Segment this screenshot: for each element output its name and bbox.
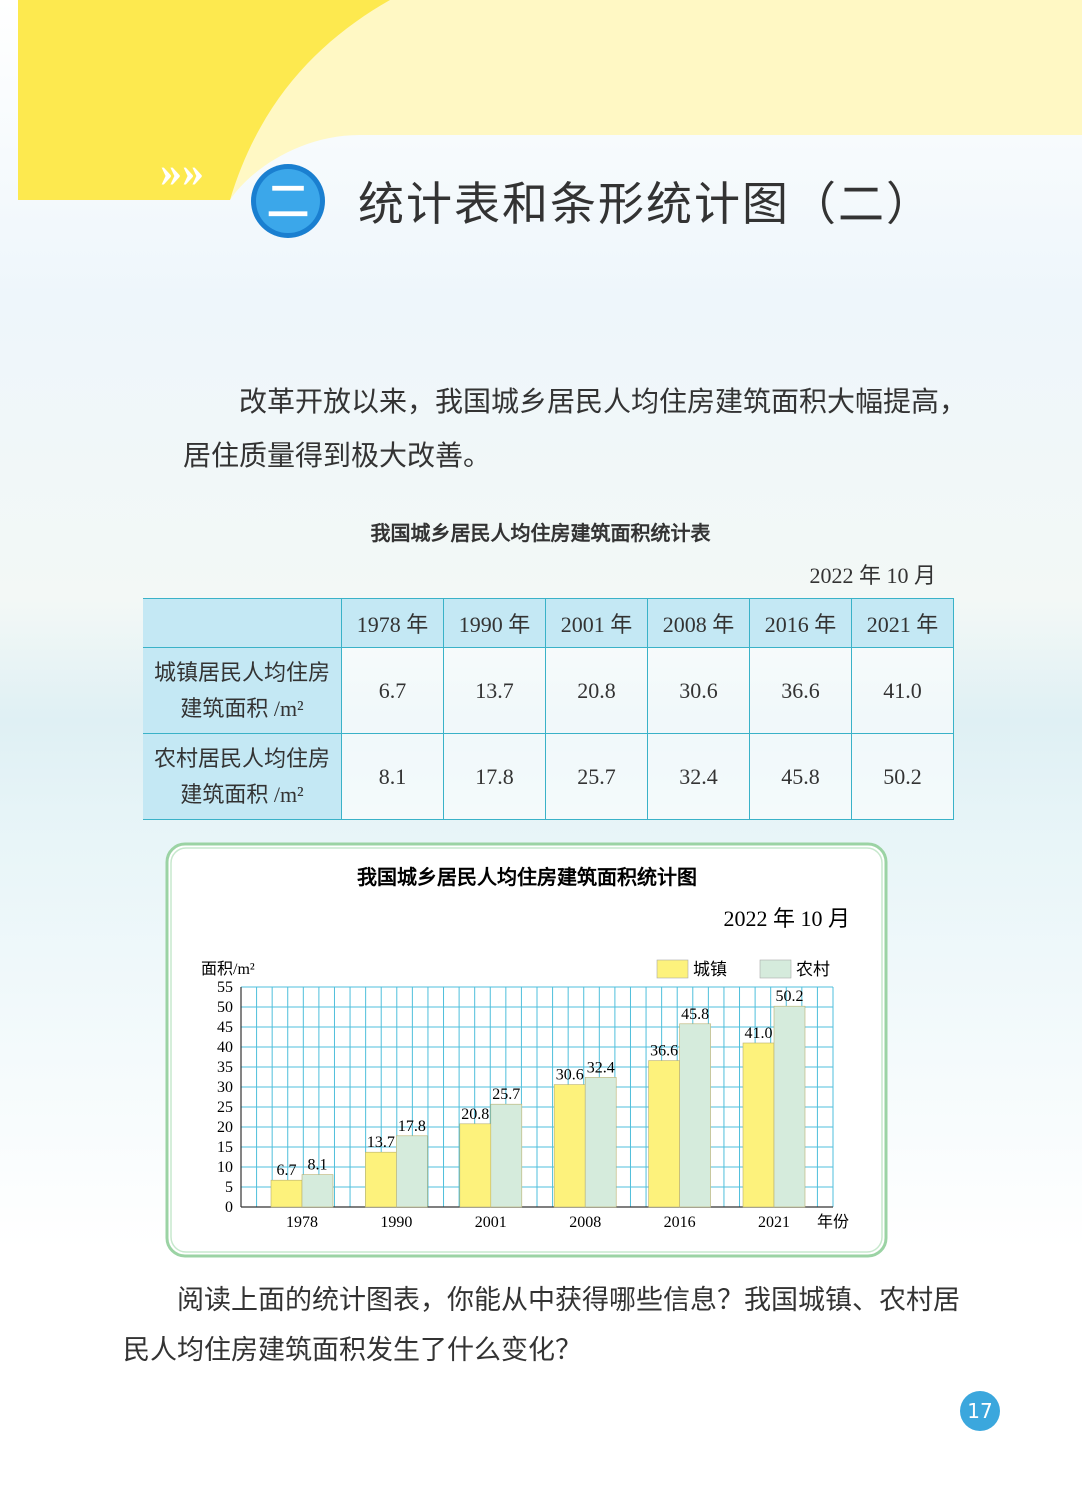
x-tick-label: 2021 xyxy=(758,1214,790,1231)
row-header: 城镇居民人均住房建筑面积 /m² xyxy=(143,647,342,734)
table-cell: 20.8 xyxy=(545,647,648,734)
page-number: 17 xyxy=(960,1391,1000,1431)
data-label: 45.8 xyxy=(681,1006,709,1023)
table-cell: 32.4 xyxy=(647,733,750,820)
y-axis-label: 面积/m² xyxy=(201,960,255,978)
header-decoration: »» 二 xyxy=(18,0,1082,238)
y-tick-label: 55 xyxy=(217,979,233,996)
data-table: 1978 年 1990 年 2001 年 2008 年 2016 年 2021 年城镇居民… xyxy=(143,598,954,820)
x-tick-label: 2001 xyxy=(475,1214,507,1231)
x-axis-label: 年份 xyxy=(817,1213,849,1231)
data-label: 20.8 xyxy=(461,1106,489,1123)
table-cell: 25.7 xyxy=(545,733,648,820)
table-header-row: 1978 年 1990 年 2001 年 2008 年 2016 年 2021 年 xyxy=(143,598,954,648)
table-cell: 36.6 xyxy=(749,647,852,734)
bar xyxy=(396,1135,428,1208)
y-tick-label: 0 xyxy=(225,1199,233,1216)
table-row: 农村居民人均住房建筑面积 /m² 8.1 17.8 25.7 32.4 45.8 50.2 xyxy=(143,733,954,820)
table-cell: 8.1 xyxy=(341,733,444,820)
table-header-cell: 2008 年 xyxy=(647,598,750,648)
bar xyxy=(490,1103,523,1208)
data-label: 13.7 xyxy=(367,1134,395,1151)
table-row: 城镇居民人均住房建筑面积 /m² 6.7 13.7 20.8 30.6 36.6 41.0 xyxy=(143,647,954,734)
data-label: 30.6 xyxy=(556,1067,584,1084)
y-tick-label: 20 xyxy=(217,1119,233,1136)
bar xyxy=(270,1179,303,1208)
bar xyxy=(648,1060,680,1208)
y-tick-label: 40 xyxy=(217,1039,233,1056)
y-tick-label: 50 xyxy=(217,999,233,1016)
bar xyxy=(553,1084,586,1208)
y-tick-label: 35 xyxy=(217,1059,233,1076)
table-cell: 17.8 xyxy=(443,733,546,820)
y-tick-label: 10 xyxy=(217,1159,233,1176)
table-cell: 41.0 xyxy=(851,647,954,734)
legend-label: 城镇 xyxy=(693,960,727,979)
y-tick-label: 25 xyxy=(217,1099,233,1116)
chart-title: 我国城乡居民人均住房建筑面积统计图 xyxy=(357,865,697,889)
row-header: 农村居民人均住房建筑面积 /m² xyxy=(143,733,342,820)
table-header-cell: 2021 年 xyxy=(851,598,954,648)
data-label: 50.2 xyxy=(776,988,804,1005)
data-label: 8.1 xyxy=(308,1157,328,1174)
bar xyxy=(365,1151,397,1208)
bar xyxy=(584,1077,617,1208)
table-header-cell: 2001 年 xyxy=(545,598,648,648)
table-header-cell: 1978 年 xyxy=(341,598,444,648)
chart-subtitle: 2022 年 10 月 xyxy=(723,906,850,931)
legend-label: 农村 xyxy=(796,960,830,979)
data-label: 6.7 xyxy=(277,1162,297,1179)
table-cell: 13.7 xyxy=(443,647,546,734)
x-tick-label: 2016 xyxy=(664,1214,696,1231)
question-text: 阅读上面的统计图表，你能从中获得哪些信息？我国城镇、农村居民人均住房建筑面积发生… xyxy=(123,1285,960,1365)
table-corner xyxy=(143,598,342,648)
y-tick-label: 30 xyxy=(217,1079,233,1096)
y-tick-label: 15 xyxy=(217,1139,233,1156)
section-title: 统计表和条形统计图（二） xyxy=(358,177,934,231)
y-tick-label: 5 xyxy=(225,1179,233,1196)
legend-swatch xyxy=(759,959,792,979)
intro-text: 改革开放以来，我国城乡居民人均住房建筑面积大幅提高，居住质量得到极大改善。 xyxy=(183,387,968,472)
x-tick-label: 1990 xyxy=(380,1214,412,1231)
bar xyxy=(679,1023,711,1208)
x-tick-label: 1978 xyxy=(286,1214,318,1231)
table-cell: 30.6 xyxy=(647,647,750,734)
data-label: 32.4 xyxy=(587,1059,615,1076)
data-label: 25.7 xyxy=(492,1086,520,1103)
table-cell: 45.8 xyxy=(749,733,852,820)
x-tick-label: 2008 xyxy=(569,1214,601,1231)
table-title: 我国城乡居民人均住房建筑面积统计表 xyxy=(370,521,711,545)
table-header-cell: 2016 年 xyxy=(749,598,852,648)
table-header-cell: 1990 年 xyxy=(443,598,546,648)
legend-swatch xyxy=(656,959,689,979)
chart: 我国城乡居民人均住房建筑面积统计图 2022 年 10 月面积/m² 年份 0 5 10 1… xyxy=(165,842,888,1258)
y-tick-label: 45 xyxy=(217,1019,233,1036)
table-date: 2022 年 10 月 xyxy=(809,563,936,588)
bar xyxy=(459,1123,492,1208)
table-cell: 50.2 xyxy=(851,733,954,820)
table-cell: 6.7 xyxy=(341,647,444,734)
bar xyxy=(773,1005,806,1208)
data-label: 41.0 xyxy=(745,1025,773,1042)
data-label: 17.8 xyxy=(398,1118,426,1135)
section-number: 二 xyxy=(267,180,309,226)
bar xyxy=(742,1042,775,1208)
bar xyxy=(301,1174,334,1208)
svg-text:»»: »» xyxy=(160,147,204,196)
data-label: 36.6 xyxy=(650,1043,678,1060)
